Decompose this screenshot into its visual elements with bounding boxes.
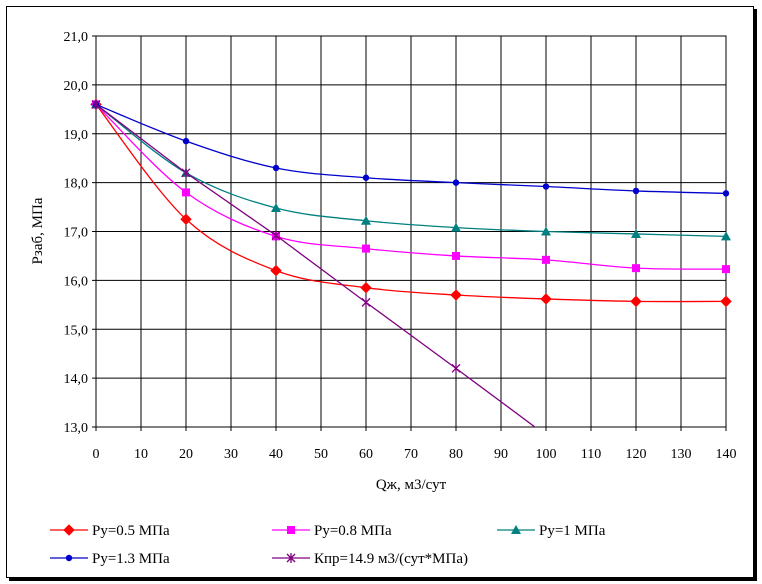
data-point	[452, 251, 460, 260]
series-line	[96, 103, 537, 427]
x-tick-label: 130	[671, 447, 692, 462]
legend-label: Pу=0.8 МПа	[314, 523, 392, 539]
data-point	[451, 222, 461, 232]
y-tick-label: 15,0	[64, 323, 89, 338]
legend-entry: Pу=0.5 МПа	[50, 523, 170, 539]
x-tick-label: 80	[449, 447, 463, 462]
data-point	[631, 228, 641, 238]
data-point	[722, 265, 730, 274]
legend-entry: Pу=1.3 МПа	[50, 551, 170, 567]
y-tick-label: 13,0	[64, 421, 89, 436]
data-point	[632, 187, 640, 195]
legend-label: Pу=0.5 МПа	[92, 523, 170, 539]
data-point	[182, 188, 190, 197]
y-tick-label: 18,0	[64, 177, 89, 192]
data-point	[451, 363, 461, 374]
x-tick-label: 110	[581, 447, 601, 462]
data-point	[362, 174, 370, 181]
legend: Pу=0.5 МПа Pу=0.8 МПа Pу=1 МПа Pу=1.3 МПа Кп…	[50, 523, 606, 567]
x-tick-label: 10	[134, 447, 148, 462]
data-point	[272, 164, 280, 172]
x-tick-label: 30	[224, 447, 238, 462]
data-point	[632, 264, 640, 273]
data-point	[182, 137, 190, 145]
data-point	[180, 213, 192, 225]
x-axis-label: Qж, м3/сут	[376, 477, 447, 493]
x-tick-label: 60	[359, 447, 373, 462]
tick-labels: 0 10 20 30 40 50 60 70 80 90 100 110 120 130 140 13,0 14…	[64, 30, 737, 462]
series-5	[91, 99, 537, 427]
data-point	[271, 203, 281, 213]
legend-label: Pу=1 МПа	[539, 523, 606, 539]
data-point	[540, 293, 552, 305]
data-point	[271, 230, 281, 241]
x-tick-label: 120	[626, 447, 647, 462]
legend-label: Кпр=14.9 м3/(сут*МПа)	[314, 551, 468, 567]
data-point	[721, 231, 731, 241]
data-point	[542, 183, 550, 190]
data-point	[542, 255, 550, 264]
legend-marker	[287, 526, 295, 534]
y-axis-label: Pзаб, МПа	[30, 197, 46, 264]
legend-marker	[65, 554, 73, 562]
x-tick-label: 70	[404, 447, 418, 462]
x-tick-label: 140	[716, 447, 737, 462]
series-lines	[90, 98, 732, 427]
data-point	[450, 289, 462, 301]
y-tick-label: 14,0	[64, 372, 89, 387]
data-point	[720, 295, 732, 308]
legend-label: Pу=1.3 МПа	[92, 551, 170, 567]
data-point	[452, 179, 460, 186]
x-tick-label: 100	[536, 447, 557, 462]
y-tick-label: 16,0	[64, 274, 89, 289]
legend-marker	[63, 524, 75, 536]
data-point	[722, 190, 730, 197]
data-point	[91, 99, 101, 110]
legend-marker	[286, 553, 296, 563]
series-line	[96, 103, 726, 195]
legend-entry: Pу=0.8 МПа	[272, 523, 392, 539]
data-point	[362, 244, 370, 253]
data-point	[360, 281, 372, 294]
data-point	[361, 215, 371, 225]
series-1	[90, 98, 732, 308]
legend-entry: Pу=1 МПа	[497, 523, 606, 539]
y-tick-label: 20,0	[64, 79, 89, 94]
legend-marker	[511, 525, 521, 534]
x-tick-label: 90	[494, 447, 508, 462]
y-tick-label: 21,0	[64, 30, 89, 45]
data-point	[630, 295, 642, 308]
legend-entry: Кпр=14.9 м3/(сут*МПа)	[272, 551, 468, 567]
x-tick-label: 40	[269, 447, 283, 462]
data-point	[270, 264, 282, 277]
data-point	[541, 226, 551, 236]
data-point	[361, 297, 371, 308]
data-point	[181, 167, 191, 178]
y-tick-label: 17,0	[64, 226, 89, 241]
x-tick-label: 20	[179, 447, 193, 462]
x-tick-label: 50	[314, 447, 328, 462]
y-tick-label: 19,0	[64, 128, 89, 143]
x-tick-label: 0	[93, 447, 100, 462]
